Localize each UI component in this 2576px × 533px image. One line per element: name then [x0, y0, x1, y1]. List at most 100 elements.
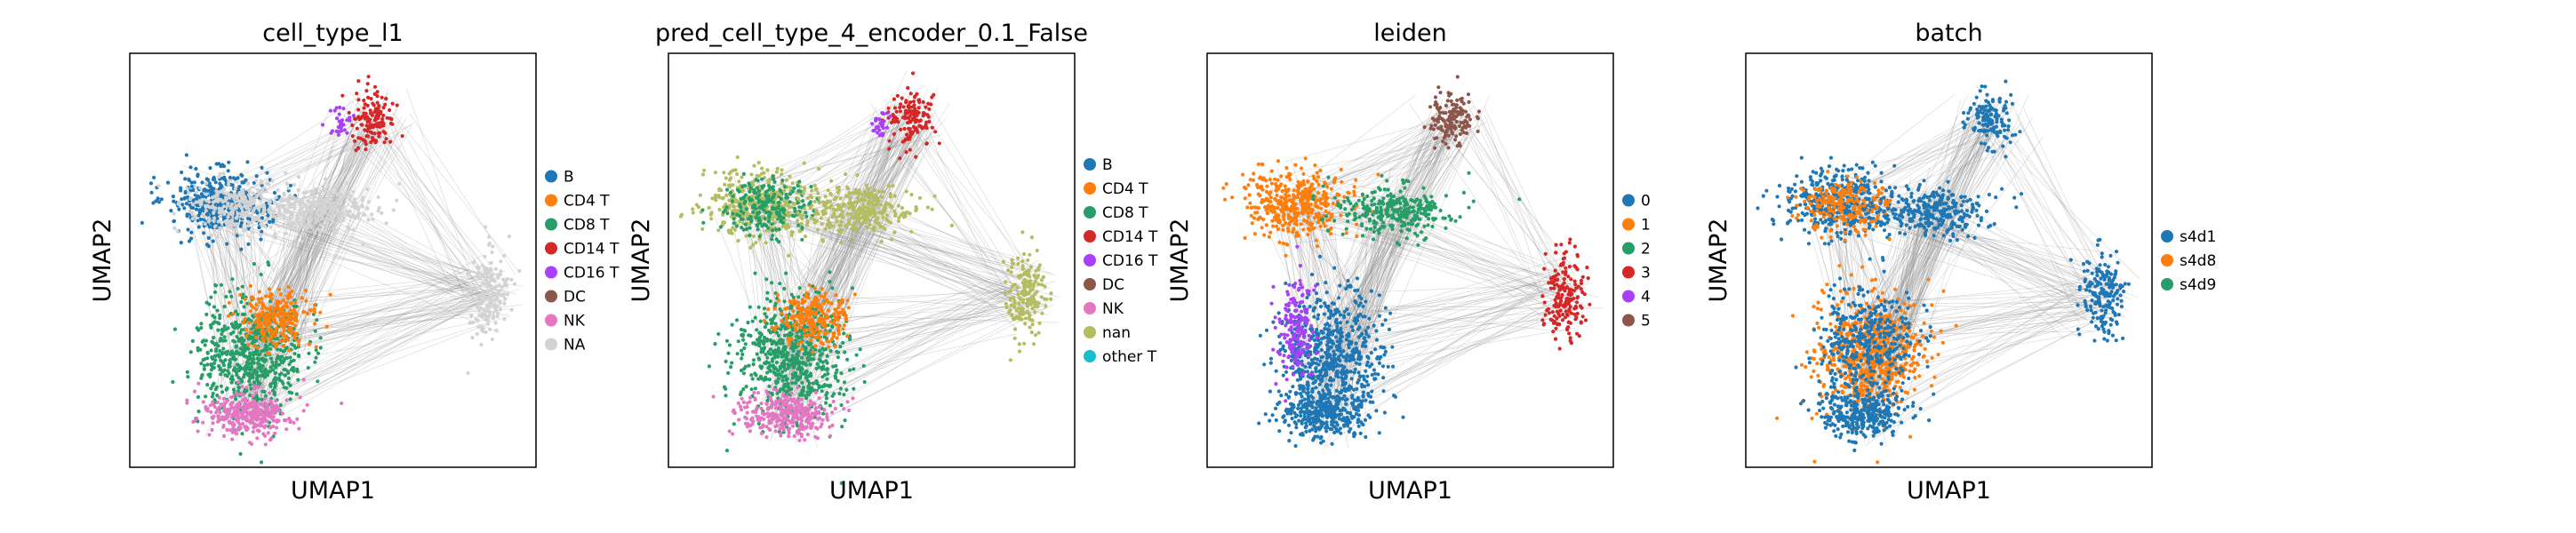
point-CD16 T: [341, 107, 346, 111]
point-NA: [309, 225, 314, 229]
point-nan: [872, 214, 876, 219]
point-CD8 T: [239, 299, 244, 305]
point-nan: [729, 170, 733, 174]
point-CD8 T: [233, 357, 237, 362]
point-CD8 T: [724, 394, 728, 398]
point-CD4 T: [238, 292, 243, 297]
point-NA: [194, 200, 198, 204]
point-CD8 T: [780, 178, 785, 183]
point-nan: [780, 168, 784, 172]
graph-edge: [275, 286, 479, 301]
point-NA: [371, 217, 375, 221]
point-CD8 T: [212, 290, 218, 295]
point-nan: [691, 207, 695, 211]
point-CD8 T: [205, 351, 210, 355]
point-CD4 T: [274, 345, 278, 349]
point-nan: [1026, 268, 1031, 273]
point-CD14 T: [916, 106, 921, 110]
point-CD14 T: [388, 107, 392, 113]
point-nan: [1020, 264, 1025, 268]
point-B: [230, 183, 235, 187]
point-nan: [1021, 272, 1026, 276]
point-CD4 T: [287, 348, 292, 353]
point-NA: [486, 296, 491, 300]
graph-edge: [230, 290, 473, 416]
point-CD8 T: [796, 184, 800, 188]
point-nan: [741, 188, 746, 193]
point-CD4 T: [282, 324, 286, 329]
point-nan: [868, 211, 874, 215]
point-CD16 T: [328, 108, 332, 113]
point-CD4 T: [241, 321, 245, 325]
point-NA: [241, 188, 245, 193]
point-CD8 T: [213, 282, 218, 287]
point-NA: [304, 190, 308, 195]
point-nan: [1010, 284, 1014, 289]
point-CD14 T: [368, 117, 372, 122]
point-CD14 T: [900, 96, 904, 100]
point-nan: [1030, 306, 1035, 311]
point-CD8 T: [737, 189, 741, 194]
point-CD14 T: [892, 97, 897, 101]
point-NA: [188, 209, 192, 213]
point-CD8 T: [713, 342, 717, 346]
point-NA: [505, 292, 510, 297]
graph-edge: [193, 223, 509, 299]
point-nan: [836, 203, 840, 207]
point-NK: [240, 385, 244, 389]
point-nan: [696, 205, 701, 210]
point-NK: [266, 431, 270, 435]
point-B: [183, 189, 188, 195]
point-CD8 T: [776, 200, 780, 205]
graph-edge: [248, 282, 452, 414]
point-NA: [172, 226, 177, 231]
point-CD4 T: [226, 314, 230, 318]
point-CD8 T: [724, 449, 730, 453]
point-nan: [698, 193, 703, 197]
point-NA: [488, 261, 492, 266]
point-NA: [218, 227, 222, 232]
point-nan: [867, 191, 871, 196]
point-CD4 T: [263, 312, 268, 316]
point-CD8 T: [259, 272, 263, 277]
point-CD4 T: [254, 314, 259, 318]
point-nan: [1008, 358, 1012, 362]
point-CD16 T: [880, 111, 884, 115]
point-B: [239, 220, 244, 226]
point-nan: [724, 176, 728, 180]
point-CD14 T: [364, 89, 369, 93]
point-CD4 T: [275, 326, 279, 330]
point-CD4 T: [287, 291, 292, 296]
graph-edge: [274, 275, 484, 304]
point-CD8 T: [730, 199, 734, 203]
point-CD8 T: [216, 328, 220, 332]
point-CD4 T: [302, 310, 307, 314]
graph-edge: [211, 217, 274, 421]
point-CD8 T: [199, 376, 204, 380]
graph-edge: [281, 199, 336, 418]
point-nan: [707, 205, 711, 211]
point-CD14 T: [356, 107, 361, 112]
point-nan: [731, 226, 735, 230]
point-CD8 T: [724, 359, 728, 363]
point-CD8 T: [790, 213, 795, 218]
point-CD8 T: [743, 329, 748, 333]
point-B: [189, 230, 194, 235]
point-CD8 T: [315, 318, 319, 322]
point-NK: [263, 442, 268, 447]
point-CD8 T: [770, 281, 774, 285]
point-NA: [461, 298, 466, 303]
graph-edge: [243, 289, 500, 340]
point-NK: [250, 394, 255, 399]
point-CD14 T: [896, 120, 900, 124]
point-nan: [691, 211, 695, 215]
point-NK: [216, 416, 220, 420]
point-nan: [897, 215, 901, 220]
point-CD8 T: [751, 204, 756, 209]
point-CD8 T: [212, 315, 217, 320]
point-NA: [257, 207, 261, 211]
point-CD14 T: [361, 138, 365, 142]
point-NA: [288, 193, 292, 197]
point-NA: [493, 321, 498, 325]
graph-edge: [269, 181, 315, 431]
